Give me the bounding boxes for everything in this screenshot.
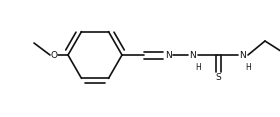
Text: S: S [215,73,221,82]
Text: N: N [240,51,246,60]
Text: H: H [195,62,201,71]
Text: O: O [50,51,57,60]
Text: N: N [165,51,171,60]
Text: N: N [190,51,196,60]
Text: H: H [245,62,251,71]
